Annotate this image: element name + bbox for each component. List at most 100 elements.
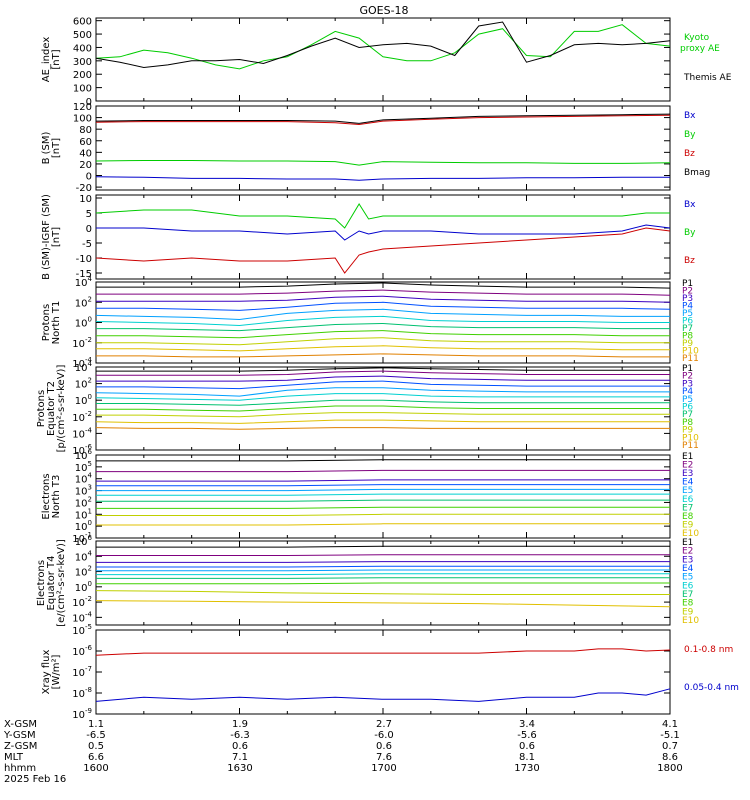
- y-tick-label: 104: [75, 549, 93, 563]
- legend-P1: P1: [682, 364, 693, 374]
- panel-xray: 10-9 10-8 10-7 10-6 10-5 Xray flux [W/m²] 0.1-0…: [41, 623, 739, 721]
- footer-value: 7.1: [232, 752, 248, 763]
- y-tick-label: 106: [75, 448, 93, 462]
- legend-E2: E2: [682, 461, 693, 471]
- series-line-E9: [96, 513, 670, 516]
- y-tick-label: 10-9: [72, 707, 92, 721]
- legend-E10: E10: [682, 616, 699, 626]
- series-line-E7: [96, 577, 670, 579]
- y-tick-label: 120: [73, 102, 92, 113]
- series-line-Bz: [95, 114, 671, 126]
- legend-P4: P4: [682, 387, 693, 397]
- legend-Bmag: Bmag: [684, 168, 710, 178]
- y-axis-label: Equator T4: [46, 556, 57, 611]
- footer-value: 0.5: [88, 741, 104, 752]
- footer-value: 1.1: [88, 719, 104, 730]
- footer-label-Z-GSM: Z-GSM: [4, 741, 37, 752]
- series-line-By: [95, 203, 670, 229]
- panel-frame: [95, 629, 671, 715]
- y-tick-label: 100: [75, 316, 92, 330]
- legend-P3: P3: [682, 379, 693, 389]
- footer-value: 1800: [657, 763, 682, 774]
- series-line-E5: [96, 569, 670, 572]
- footer-value: 8.6: [662, 752, 678, 763]
- legend-P2: P2: [682, 372, 693, 382]
- legend-E3: E3: [682, 555, 693, 565]
- chart-title: GOES-18: [359, 4, 408, 17]
- series-line-P3: [96, 375, 670, 382]
- y-axis-label: [p/(cm²-s-sr-keV)]: [56, 365, 67, 453]
- y-tick-label: 60: [79, 137, 92, 148]
- footer-label-hhmm: hhmm: [4, 763, 36, 774]
- legend-E8: E8: [682, 599, 694, 609]
- y-tick-label: 600: [73, 17, 92, 28]
- footer-value: 1700: [371, 763, 396, 774]
- footer-value: 4.1: [662, 719, 678, 730]
- legend-Bx: Bx: [684, 111, 696, 121]
- y-tick-label: 10-6: [72, 443, 92, 457]
- panel-frame: [95, 454, 671, 539]
- y-tick-label: 20: [79, 160, 92, 171]
- footer-value: 3.4: [519, 719, 535, 730]
- y-tick-label: 0: [86, 97, 92, 108]
- series-line-P1: [96, 367, 670, 372]
- series-line-Bx: [96, 224, 671, 241]
- legend-P7: P7: [682, 324, 693, 334]
- y-tick-label: 100: [75, 519, 92, 533]
- y-tick-label: 80: [79, 125, 92, 136]
- footer-value: 1600: [83, 763, 108, 774]
- y-tick-label: 102: [75, 295, 92, 309]
- legend-E9: E9: [682, 607, 694, 617]
- y-tick-label: 10-2: [72, 595, 92, 609]
- y-tick-label: 5: [86, 209, 92, 220]
- y-tick-label: 10-1: [72, 531, 92, 545]
- legend-P7: P7: [682, 410, 693, 420]
- series-line-P11: [96, 353, 670, 358]
- series-line-E9: [95, 590, 670, 595]
- legend-E4: E4: [682, 478, 694, 488]
- series-line-P6: [95, 315, 670, 327]
- legend-E5: E5: [682, 486, 693, 496]
- footer-label-MLT: MLT: [4, 752, 24, 763]
- y-tick-label: 40: [79, 148, 92, 159]
- legend-P8: P8: [682, 332, 693, 342]
- series-line-Bz: [95, 227, 671, 274]
- series-line-E7: [96, 499, 670, 502]
- y-axis-label: North T3: [51, 475, 62, 519]
- legend-kyoto-2: proxy AE: [680, 44, 720, 54]
- legend-Bz: Bz: [684, 256, 695, 266]
- y-tick-label: 10-7: [72, 665, 92, 679]
- footer-value: 8.1: [519, 752, 535, 763]
- legend-P11: P11: [682, 354, 699, 364]
- footer-value: -5.6: [517, 730, 537, 741]
- y-axis-label: [W/m²]: [51, 654, 62, 689]
- legend-E10: E10: [682, 529, 699, 539]
- footer-ephemeris: X-GSM 1.1 1.9 2.7 3.4 4.1 Y-GSM -6.5 -6.3 -6.0 -5.…: [3, 719, 683, 785]
- series-line-Bx: [95, 176, 670, 181]
- legend-0.1-0.8 nm: 0.1-0.8 nm: [684, 645, 733, 655]
- series-line-P2: [96, 370, 670, 376]
- footer-value: 6.6: [88, 752, 104, 763]
- footer-value: -6.5: [86, 730, 106, 741]
- y-tick-label: -20: [76, 183, 92, 194]
- legend-E7: E7: [682, 590, 693, 600]
- series-line-P2: [96, 289, 671, 296]
- legend-E1: E1: [682, 538, 693, 548]
- y-tick-label: 200: [73, 70, 92, 81]
- series-line-P9: [96, 412, 670, 418]
- y-tick-label: 102: [75, 377, 92, 391]
- series-line-0.05-0.4-nm: [95, 688, 671, 702]
- series-line-By: [95, 160, 671, 166]
- y-tick-label: -5: [82, 239, 92, 250]
- legend-Bz: Bz: [684, 149, 695, 159]
- y-tick-label: 100: [75, 393, 92, 407]
- y-tick-label: 0: [86, 172, 92, 183]
- y-axis-label: [nT]: [51, 227, 62, 247]
- y-axis-label: Equator T2: [46, 381, 57, 436]
- legend-P5: P5: [682, 395, 693, 405]
- y-tick-label: 105: [75, 460, 92, 474]
- legend-P10: P10: [682, 347, 699, 357]
- series-line-E1: [96, 545, 670, 548]
- y-axis-label: Electrons: [36, 560, 47, 606]
